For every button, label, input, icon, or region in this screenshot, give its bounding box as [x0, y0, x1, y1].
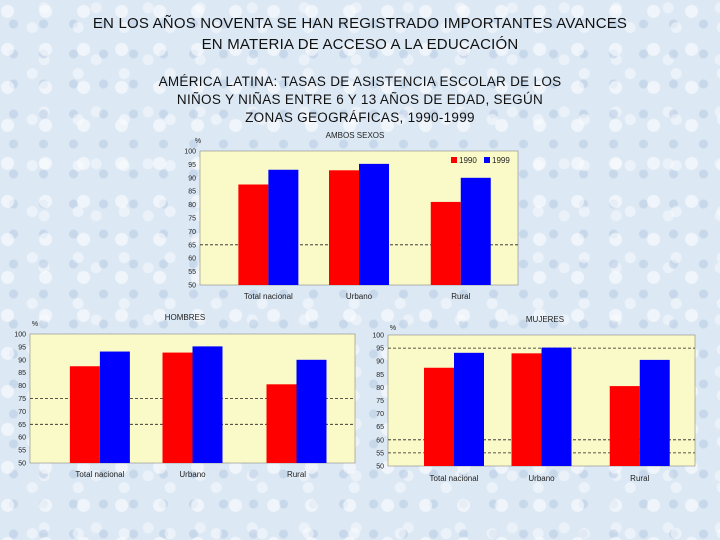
x-category-label: Rural: [451, 292, 470, 301]
chart-title-hombres: HOMBRES: [165, 313, 205, 322]
bar-1999-1: [454, 352, 485, 466]
bar-1999-3: [296, 359, 327, 463]
y-tick-label: 75: [18, 396, 26, 403]
page-title-line-2: EN MATERIA DE ACCESO A LA EDUCACIÓN: [201, 36, 519, 53]
y-tick-label: 100: [372, 333, 384, 340]
y-tick-label: 90: [18, 357, 26, 364]
y-tick-label: 85: [18, 370, 26, 377]
y-tick-label: 70: [18, 409, 26, 416]
y-tick-label: 60: [18, 435, 26, 442]
bar-1990-3: [266, 384, 297, 463]
y-axis-label-ambos: %: [195, 138, 201, 145]
y-tick-label: 70: [376, 411, 384, 418]
x-category-label: Total nacional: [244, 292, 293, 301]
y-tick-label: 100: [184, 149, 196, 156]
page-title-line-1: EN LOS AÑOS NOVENTA SE HAN REGISTRADO IM…: [92, 15, 628, 32]
bar-1990-3: [430, 201, 461, 285]
y-tick-label: 80: [376, 385, 384, 392]
x-category-label: Urbano: [528, 474, 555, 483]
x-category-label: Total nacional: [75, 470, 124, 479]
y-tick-label: 55: [188, 269, 196, 276]
chart-title-ambos: AMBOS SEXOS: [326, 131, 385, 140]
y-tick-label: 70: [188, 229, 196, 236]
y-tick-label: 55: [376, 450, 384, 457]
y-tick-label: 90: [188, 175, 196, 182]
y-tick-label: 100: [14, 332, 26, 339]
subtitle-line-2: NIÑOS Y NIÑAS ENTRE 6 Y 13 AÑOS DE EDAD,…: [176, 92, 544, 107]
bar-1990-1: [424, 367, 455, 466]
y-tick-label: 50: [18, 461, 26, 468]
bar-1990-1: [238, 184, 269, 285]
y-tick-label: 75: [376, 398, 384, 405]
y-tick-label: 90: [376, 359, 384, 366]
bar-1990-1: [69, 366, 100, 463]
bar-1990-2: [162, 352, 193, 463]
y-tick-label: 60: [376, 437, 384, 444]
y-tick-label: 75: [188, 216, 196, 223]
y-tick-label: 85: [188, 189, 196, 196]
y-tick-label: 65: [18, 422, 26, 429]
x-category-label: Urbano: [346, 292, 373, 301]
y-tick-label: 65: [188, 242, 196, 249]
y-tick-label: 65: [376, 424, 384, 431]
legend-label-1999: 1999: [492, 156, 510, 165]
x-category-label: Rural: [287, 470, 306, 479]
y-tick-label: 80: [18, 383, 26, 390]
legend-swatch-1999: [484, 157, 490, 163]
bar-1999-2: [359, 163, 389, 285]
bar-1990-2: [511, 353, 542, 466]
bar-1999-1: [99, 351, 130, 463]
bar-1990-2: [329, 170, 359, 285]
x-category-label: Urbano: [179, 470, 206, 479]
y-tick-label: 95: [188, 162, 196, 169]
bar-1999-3: [460, 177, 491, 285]
y-tick-label: 60: [188, 256, 196, 263]
subtitle-line-3: ZONAS GEOGRÁFICAS, 1990-1999: [245, 110, 475, 125]
x-category-label: Total nacional: [430, 474, 479, 483]
x-category-label: Rural: [630, 474, 649, 483]
chart-title-mujeres: MUJERES: [526, 315, 564, 324]
bar-1990-3: [609, 386, 640, 466]
y-tick-label: 80: [188, 202, 196, 209]
y-tick-label: 95: [18, 344, 26, 351]
bar-1999-3: [639, 359, 670, 466]
bar-1999-2: [541, 347, 572, 466]
y-tick-label: 50: [376, 464, 384, 471]
y-tick-label: 55: [18, 448, 26, 455]
legend-swatch-1990: [451, 157, 457, 163]
legend-label-1990: 1990: [459, 156, 477, 165]
bar-1999-1: [268, 169, 299, 285]
bar-1999-2: [192, 346, 223, 463]
subtitle-line-1: AMÉRICA LATINA: TASAS DE ASISTENCIA ESCO…: [158, 74, 562, 89]
y-tick-label: 50: [188, 283, 196, 290]
y-tick-label: 85: [376, 372, 384, 379]
y-axis-label-mujeres: %: [390, 325, 396, 332]
y-axis-label-hombres: %: [32, 321, 38, 328]
y-tick-label: 95: [376, 346, 384, 353]
